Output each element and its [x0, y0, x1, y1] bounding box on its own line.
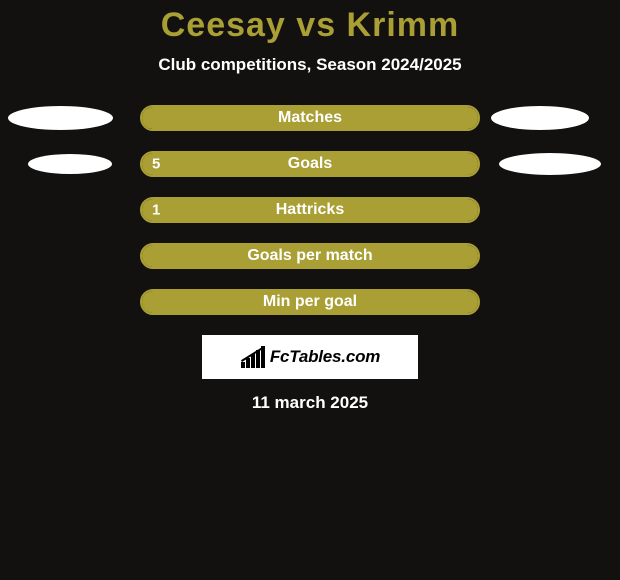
stat-bar-label: Goals per match [142, 247, 478, 265]
stat-bar-left-value: 5 [152, 156, 160, 173]
stat-bar-label: Matches [142, 109, 478, 127]
stat-row: Hattricks1 [0, 195, 620, 225]
stat-bar: Goals5 [140, 151, 480, 177]
stat-row: Goals per match [0, 241, 620, 271]
stat-bar-label: Goals [142, 155, 478, 173]
stat-bar: Goals per match [140, 243, 480, 269]
source-logo: FcTables.com [202, 335, 418, 379]
stat-bar-left-value: 1 [152, 202, 160, 219]
source-logo-text: FcTables.com [270, 347, 380, 367]
stat-bar: Matches [140, 105, 480, 131]
page-title: Ceesay vs Krimm [0, 6, 620, 45]
bar-chart-icon [240, 346, 266, 368]
stats-rows: Matches Goals5 Hattricks1 Goals per match Mi… [0, 103, 620, 317]
right-value-ellipse [499, 153, 601, 175]
page-subtitle: Club competitions, Season 2024/2025 [0, 55, 620, 75]
comparison-graphic: Ceesay vs Krimm Club competitions, Seaso… [0, 0, 620, 580]
date-text: 11 march 2025 [0, 393, 620, 413]
stat-bar-label: Min per goal [142, 293, 478, 311]
left-value-ellipse [28, 154, 112, 174]
left-value-ellipse [8, 106, 113, 130]
stat-row: Matches [0, 103, 620, 133]
stat-bar-label: Hattricks [142, 201, 478, 219]
stat-bar: Min per goal [140, 289, 480, 315]
stat-row: Goals5 [0, 149, 620, 179]
right-value-ellipse [491, 106, 589, 130]
stat-row: Min per goal [0, 287, 620, 317]
stat-bar: Hattricks1 [140, 197, 480, 223]
